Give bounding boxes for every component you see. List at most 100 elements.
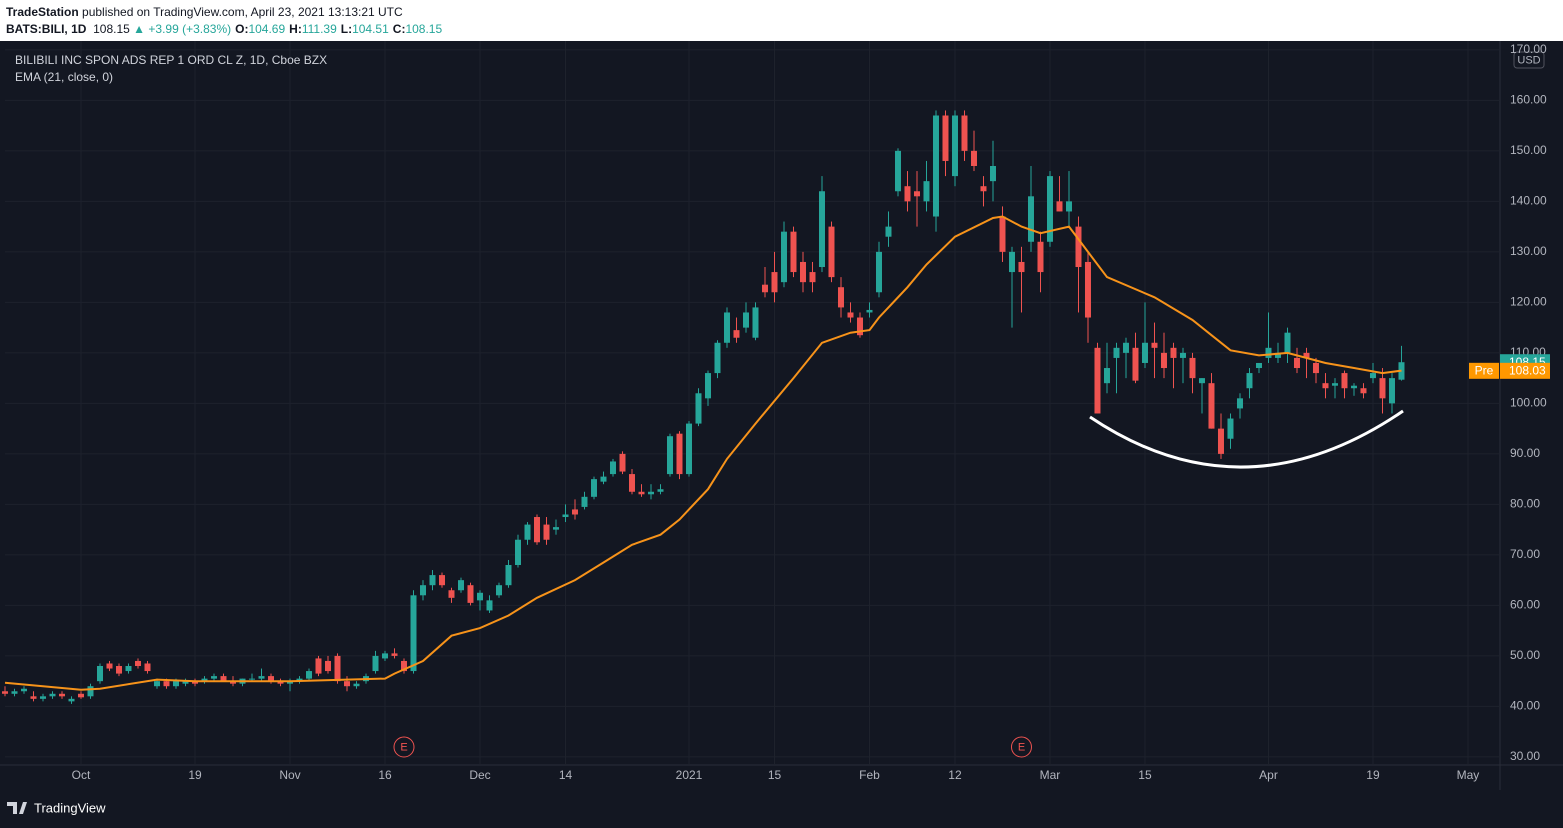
x-tick-label: Oct	[72, 768, 91, 782]
candle-body	[267, 676, 274, 682]
candle-body	[1084, 261, 1091, 318]
x-tick-label: May	[1457, 768, 1480, 782]
ohlc-value: 104.51	[352, 22, 389, 36]
candle-body	[752, 307, 759, 338]
candle-body	[106, 663, 113, 669]
currency: USD	[1517, 54, 1540, 66]
candle-body	[980, 186, 987, 192]
candle-body	[39, 696, 46, 699]
candle-body	[733, 330, 740, 338]
candle-body	[1008, 251, 1015, 273]
x-tick-label: 19	[188, 768, 202, 782]
candle-body	[372, 655, 379, 672]
candle-body	[191, 681, 198, 684]
candle-body	[543, 524, 550, 540]
candle-body	[410, 595, 417, 672]
x-tick-label: 19	[1366, 768, 1380, 782]
candle-body	[1027, 196, 1034, 242]
candle-body	[248, 678, 255, 680]
candle-body	[144, 663, 151, 672]
candle-body	[1350, 385, 1357, 389]
candle-body	[1255, 362, 1262, 369]
candle-body	[201, 678, 208, 682]
price-tag-label: 108.03	[1509, 363, 1546, 377]
x-tick-label: 12	[948, 768, 962, 782]
x-tick-label: 15	[1138, 768, 1152, 782]
candle-body	[172, 681, 179, 687]
candle-body	[49, 693, 56, 697]
candle-body	[419, 585, 426, 596]
candle-body	[999, 216, 1006, 252]
candle-body	[524, 524, 531, 540]
candle-body	[153, 681, 160, 687]
candle-body	[1189, 357, 1196, 379]
candle-body	[942, 115, 949, 161]
candle-body	[685, 423, 692, 475]
candle-body	[286, 681, 293, 684]
candle-body	[182, 681, 189, 684]
candle-body	[1227, 418, 1234, 439]
candle-body	[1151, 342, 1158, 348]
candle-body	[1236, 398, 1243, 409]
x-tick-label: 2021	[676, 768, 703, 782]
candle-body	[1094, 347, 1101, 414]
brand: TradingView	[34, 800, 106, 815]
x-tick-label: Feb	[859, 768, 880, 782]
candle-body	[486, 600, 493, 611]
ohlc-key: H:	[289, 22, 302, 36]
candle-body	[951, 115, 958, 177]
candle-body	[343, 681, 350, 687]
candle-body	[220, 676, 227, 682]
candle-body	[771, 272, 778, 293]
candle-body	[1056, 201, 1063, 212]
background	[0, 41, 1563, 790]
event-label: E	[1018, 741, 1025, 753]
candle-body	[514, 539, 521, 565]
ohlc-value: 104.69	[248, 22, 286, 36]
symbol: BATS:BILI, 1D	[6, 22, 87, 36]
candle-body	[1265, 347, 1272, 358]
candle-body	[904, 186, 911, 202]
candle-body	[581, 496, 588, 507]
candle-body	[505, 564, 512, 586]
candle-body	[58, 693, 65, 697]
candle-body	[1198, 378, 1205, 384]
candle-body	[1113, 347, 1120, 358]
candle-body	[334, 655, 341, 682]
candle-body	[970, 150, 977, 167]
candle-body	[552, 527, 559, 530]
candle-body	[714, 342, 721, 374]
candle-body	[628, 474, 635, 492]
candle-body	[989, 166, 996, 182]
candle-body	[1312, 362, 1319, 374]
candle-body	[495, 585, 502, 596]
candle-body	[277, 681, 284, 684]
y-tick-label: 50.00	[1510, 648, 1540, 662]
currency-box	[1513, 51, 1545, 69]
candle-body	[1160, 352, 1167, 369]
candle-body	[695, 393, 702, 424]
candle-body	[1388, 378, 1395, 404]
candle-body	[742, 312, 749, 328]
candle-body	[2, 691, 8, 694]
candle-body	[818, 191, 825, 268]
footer	[0, 790, 1563, 828]
x-tick-label: Apr	[1259, 768, 1278, 782]
candle-body	[866, 309, 873, 313]
candle-body	[315, 658, 322, 674]
candle-body	[324, 660, 331, 672]
candle-body	[1341, 373, 1348, 389]
candle-body	[1303, 352, 1310, 358]
candle-body	[305, 671, 312, 679]
candle-body	[809, 272, 816, 283]
ohlc-value: 108.15	[405, 22, 443, 36]
candle-body	[1103, 368, 1110, 384]
price-tag-kind: Pre	[1475, 363, 1494, 377]
candle-body	[125, 666, 132, 672]
candle-body	[87, 686, 94, 697]
candle-body	[761, 284, 768, 293]
x-tick-label: Dec	[469, 768, 490, 782]
ohlc-value: 111.39	[301, 22, 337, 36]
candle-body	[638, 491, 645, 495]
